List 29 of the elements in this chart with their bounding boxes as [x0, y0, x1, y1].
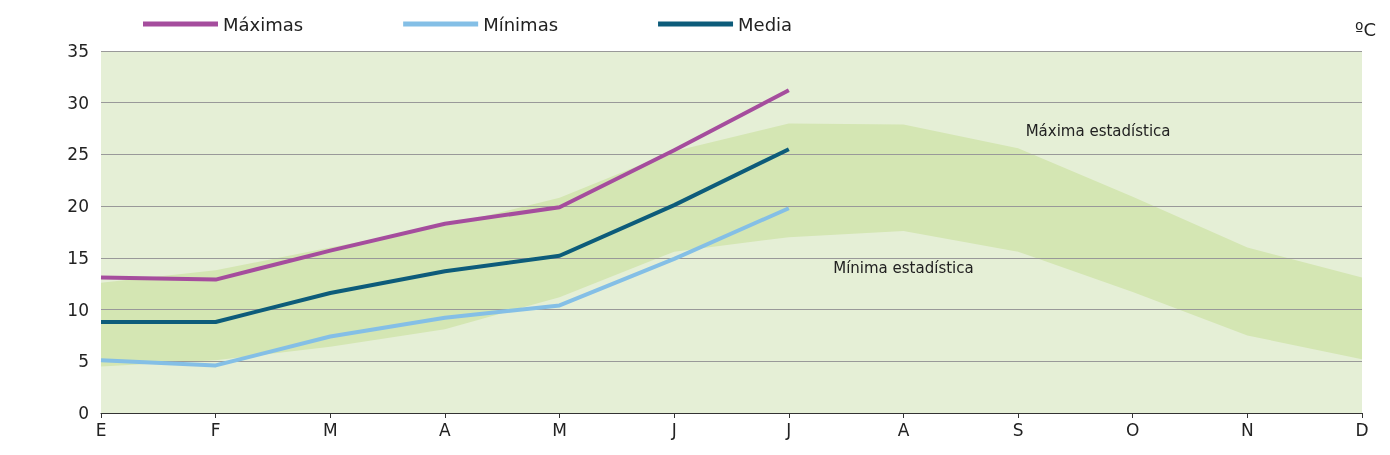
- x-tick-label: D: [1355, 419, 1369, 440]
- series-label: Máxima estadística: [1025, 121, 1171, 140]
- x-tick-label: F: [210, 419, 221, 440]
- legend-label: Mínimas: [483, 13, 559, 35]
- x-tick-label: N: [1241, 419, 1254, 440]
- y-tick-label: 10: [67, 299, 89, 320]
- y-tick-label: 25: [67, 144, 89, 165]
- y-tick-label: 30: [67, 92, 89, 113]
- x-tick-label: A: [897, 419, 910, 440]
- x-tick-label: J: [785, 419, 792, 440]
- x-tick-label: M: [552, 419, 567, 440]
- x-tick-label: M: [322, 419, 338, 440]
- legend-label: Máximas: [223, 13, 304, 35]
- y-tick-label: 15: [67, 247, 89, 268]
- x-tick-label: E: [95, 419, 107, 440]
- line-series: [99, 147, 791, 324]
- x-tick-label: O: [1126, 419, 1140, 440]
- y-tick-label: 0: [78, 403, 89, 423]
- y-tick-label: 35: [67, 41, 89, 61]
- legend-label: Media: [738, 13, 793, 35]
- x-tick-label: A: [439, 419, 452, 440]
- x-tick-label: J: [670, 419, 677, 440]
- line-series: [99, 206, 791, 368]
- line-series: [99, 88, 791, 282]
- y-axis-title: ºC: [1354, 18, 1377, 40]
- y-tick-label: 5: [78, 351, 89, 372]
- series-label: Mínima estadística: [833, 259, 974, 278]
- x-tick-label: S: [1012, 419, 1024, 440]
- y-tick-label: 20: [67, 196, 89, 217]
